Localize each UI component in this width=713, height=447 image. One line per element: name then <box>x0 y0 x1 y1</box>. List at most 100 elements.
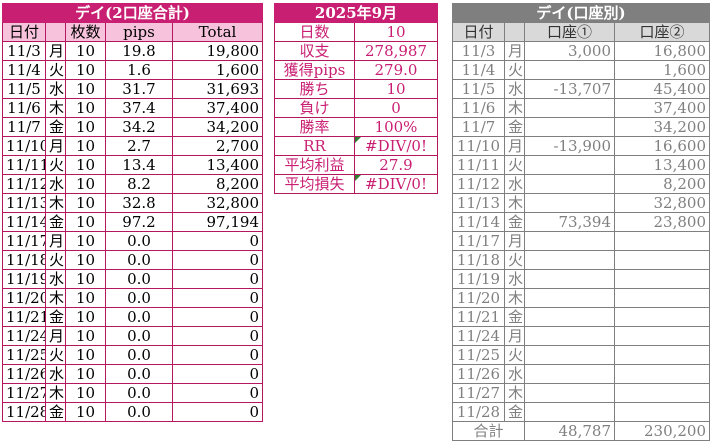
lots-cell[interactable]: 10 <box>65 60 106 80</box>
date-cell[interactable]: 11/10 <box>452 136 505 156</box>
weekday-cell[interactable]: 金 <box>504 402 525 422</box>
lots-cell[interactable]: 10 <box>65 345 106 365</box>
total-account-1[interactable]: 48,787 <box>524 421 615 441</box>
pips-cell[interactable]: 0.0 <box>105 250 173 270</box>
weekday-cell[interactable]: 金 <box>45 212 66 232</box>
total-cell[interactable]: 37,400 <box>172 98 263 118</box>
summary-label[interactable]: 負け <box>274 98 355 118</box>
weekday-cell[interactable]: 水 <box>45 79 66 99</box>
pips-cell[interactable]: 32.8 <box>105 193 173 213</box>
account-2-cell[interactable]: 1,600 <box>613 60 711 80</box>
account-2-cell[interactable]: 16,600 <box>613 136 711 156</box>
summary-value[interactable]: 27.9 <box>354 155 438 175</box>
header-date[interactable]: 日付 <box>452 22 505 42</box>
weekday-cell[interactable]: 金 <box>45 117 66 137</box>
account-2-cell[interactable]: 16,800 <box>613 41 711 61</box>
account-2-cell[interactable] <box>613 345 711 365</box>
total-cell[interactable]: 0 <box>172 288 263 308</box>
account-2-cell[interactable] <box>613 288 711 308</box>
account-1-cell[interactable] <box>524 345 615 365</box>
lots-cell[interactable]: 10 <box>65 402 106 422</box>
account-1-cell[interactable] <box>524 269 615 289</box>
account-2-cell[interactable]: 45,400 <box>613 79 711 99</box>
total-cell[interactable]: 0 <box>172 307 263 327</box>
summary-value[interactable]: 100% <box>354 117 438 137</box>
pips-cell[interactable]: 19.8 <box>105 41 173 61</box>
weekday-cell[interactable]: 水 <box>504 269 525 289</box>
pips-cell[interactable]: 0.0 <box>105 402 173 422</box>
weekday-cell[interactable]: 月 <box>504 326 525 346</box>
account-2-cell[interactable] <box>613 326 711 346</box>
total-cell[interactable]: 1,600 <box>172 60 263 80</box>
pips-cell[interactable]: 8.2 <box>105 174 173 194</box>
lots-cell[interactable]: 10 <box>65 269 106 289</box>
header-date[interactable]: 日付 <box>2 22 46 42</box>
weekday-cell[interactable]: 木 <box>504 98 525 118</box>
summary-label[interactable]: RR <box>274 136 355 156</box>
weekday-cell[interactable]: 月 <box>504 231 525 251</box>
lots-cell[interactable]: 10 <box>65 155 106 175</box>
account-1-cell[interactable] <box>524 326 615 346</box>
weekday-cell[interactable]: 水 <box>504 79 525 99</box>
summary-label[interactable]: 日数 <box>274 22 355 42</box>
weekday-cell[interactable]: 月 <box>45 136 66 156</box>
lots-cell[interactable]: 10 <box>65 174 106 194</box>
date-cell[interactable]: 11/3 <box>2 41 46 61</box>
weekday-cell[interactable]: 火 <box>504 155 525 175</box>
pips-cell[interactable]: 0.0 <box>105 307 173 327</box>
header-pips[interactable]: pips <box>105 22 173 42</box>
account-1-cell[interactable] <box>524 364 615 384</box>
date-cell[interactable]: 11/14 <box>452 212 505 232</box>
pips-cell[interactable]: 0.0 <box>105 288 173 308</box>
date-cell[interactable]: 11/26 <box>2 364 46 384</box>
date-cell[interactable]: 11/6 <box>452 98 505 118</box>
total-cell[interactable]: 32,800 <box>172 193 263 213</box>
summary-value[interactable]: #DIV/0! <box>354 174 438 194</box>
total-cell[interactable]: 0 <box>172 231 263 251</box>
summary-label[interactable]: 勝ち <box>274 79 355 99</box>
summary-value[interactable]: 10 <box>354 79 438 99</box>
lots-cell[interactable]: 10 <box>65 212 106 232</box>
total-cell[interactable]: 0 <box>172 345 263 365</box>
weekday-cell[interactable]: 火 <box>504 250 525 270</box>
date-cell[interactable]: 11/21 <box>2 307 46 327</box>
summary-label[interactable]: 勝率 <box>274 117 355 137</box>
total-cell[interactable]: 0 <box>172 402 263 422</box>
header-lots[interactable]: 枚数 <box>65 22 106 42</box>
total-cell[interactable]: 19,800 <box>172 41 263 61</box>
weekday-cell[interactable]: 木 <box>504 383 525 403</box>
date-cell[interactable]: 11/25 <box>2 345 46 365</box>
date-cell[interactable]: 11/24 <box>2 326 46 346</box>
weekday-cell[interactable]: 水 <box>45 174 66 194</box>
weekday-cell[interactable]: 木 <box>504 288 525 308</box>
weekday-cell[interactable]: 金 <box>45 307 66 327</box>
lots-cell[interactable]: 10 <box>65 98 106 118</box>
header-weekday[interactable] <box>45 22 66 42</box>
account-2-cell[interactable]: 34,200 <box>613 117 711 137</box>
header-total[interactable]: Total <box>172 22 263 42</box>
pips-cell[interactable]: 0.0 <box>105 383 173 403</box>
date-cell[interactable]: 11/5 <box>2 79 46 99</box>
date-cell[interactable]: 11/7 <box>2 117 46 137</box>
summary-value[interactable]: 10 <box>354 22 438 42</box>
lots-cell[interactable]: 10 <box>65 250 106 270</box>
date-cell[interactable]: 11/25 <box>452 345 505 365</box>
date-cell[interactable]: 11/12 <box>2 174 46 194</box>
date-cell[interactable]: 11/20 <box>452 288 505 308</box>
lots-cell[interactable]: 10 <box>65 231 106 251</box>
account-1-cell[interactable] <box>524 231 615 251</box>
lots-cell[interactable]: 10 <box>65 307 106 327</box>
weekday-cell[interactable]: 火 <box>45 250 66 270</box>
account-1-cell[interactable] <box>524 117 615 137</box>
account-1-cell[interactable] <box>524 383 615 403</box>
weekday-cell[interactable]: 月 <box>504 41 525 61</box>
date-cell[interactable]: 11/17 <box>2 231 46 251</box>
lots-cell[interactable]: 10 <box>65 288 106 308</box>
account-1-cell[interactable] <box>524 174 615 194</box>
date-cell[interactable]: 11/19 <box>452 269 505 289</box>
date-cell[interactable]: 11/7 <box>452 117 505 137</box>
weekday-cell[interactable]: 月 <box>504 136 525 156</box>
lots-cell[interactable]: 10 <box>65 136 106 156</box>
account-2-cell[interactable]: 32,800 <box>613 193 711 213</box>
weekday-cell[interactable]: 月 <box>45 231 66 251</box>
